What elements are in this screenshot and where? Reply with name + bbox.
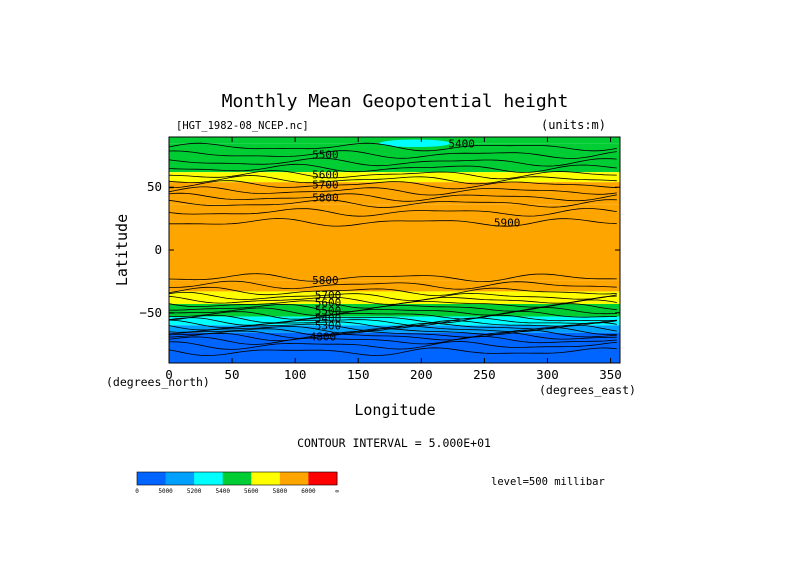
y-tick-label-2: −50	[139, 305, 162, 320]
height-region-0	[379, 139, 451, 148]
x-axis-label: Longitude	[354, 401, 435, 419]
contour-line-6	[169, 180, 617, 190]
contour-label-0: 5400	[448, 137, 475, 150]
contour-line-22	[169, 317, 617, 326]
contour-line-0	[169, 142, 617, 152]
contour-line-12	[169, 273, 617, 283]
height-band-0	[169, 137, 620, 144]
contour-label-7: 5700	[315, 289, 342, 302]
x-axis-ticks: 0 50 100 150 200 250 300 350	[165, 137, 622, 382]
x-tick-label-2: 100	[284, 367, 307, 382]
colorbar: 0 5000 5200 5400 5600 5800 6000 ∞	[135, 471, 339, 495]
contour-interval-text: CONTOUR INTERVAL = 5.000E+01	[297, 436, 491, 450]
contour-label-6: 5800	[312, 274, 339, 287]
contour-line-9	[169, 199, 617, 208]
height-band-3	[169, 182, 620, 205]
contour-line-15	[169, 292, 617, 302]
colorbar-label-5: 5800	[273, 488, 288, 495]
plot-area: 5400550056005700580059005800570056005500…	[168, 136, 621, 364]
contour-line-10	[169, 208, 617, 217]
y-axis-label: Latitude	[113, 214, 131, 286]
contour-line-30	[169, 341, 617, 350]
x-tick-label-4: 200	[410, 367, 433, 382]
colorbar-swatch-0	[137, 472, 167, 485]
contour-line-3	[169, 163, 617, 173]
contour-label-12: 4800	[310, 331, 337, 344]
contour-line-11	[169, 218, 617, 227]
chart-title: Monthly Mean Geopotential height	[222, 91, 569, 112]
contour-line-21	[169, 314, 617, 324]
height-band-6	[169, 291, 620, 304]
x-tick-label-3: 150	[347, 367, 370, 382]
colorbar-label-2: 5200	[187, 488, 202, 495]
units-label: (units:m)	[541, 118, 606, 132]
contour-line-31	[169, 347, 617, 357]
x-tick-label-7: 350	[599, 367, 622, 382]
colorbar-label-3: 5400	[215, 488, 230, 495]
y-tick-label-1: 0	[154, 242, 162, 257]
colorbar-swatch-5	[279, 472, 309, 485]
contour-line-19	[169, 307, 617, 316]
contour-line-29	[169, 336, 617, 345]
colorbar-label-0: 0	[135, 488, 139, 495]
contour-line-13	[169, 280, 617, 290]
height-band-4	[169, 204, 620, 281]
contour-line-28	[169, 332, 617, 342]
x-tick-label-1: 50	[225, 367, 240, 382]
height-region-2	[481, 214, 538, 235]
x-unit-label-east: (degrees_east)	[539, 383, 636, 397]
colorbar-label-4: 5600	[244, 488, 259, 495]
colorbar-label-7: ∞	[335, 488, 339, 495]
height-band-10	[169, 332, 620, 363]
contour-line-25	[169, 324, 617, 334]
contour-line-1	[169, 150, 617, 159]
contour-label-4: 5800	[312, 191, 339, 204]
contour-label-11: 5300	[315, 319, 342, 332]
contour-line-5	[169, 175, 617, 185]
contour-label-5: 5900	[494, 216, 521, 229]
contour-label-8: 5600	[315, 297, 342, 310]
x-unit-label: (degrees_north)	[106, 375, 210, 389]
x-tick-label-6: 300	[536, 367, 559, 382]
colorbar-swatch-4	[251, 472, 281, 485]
height-band-8	[169, 316, 620, 326]
contour-line-27	[169, 329, 617, 339]
contour-label-10: 5400	[315, 312, 342, 325]
contour-line-4	[169, 170, 617, 180]
contour-line-14	[169, 286, 617, 296]
contour-label-2: 5600	[312, 169, 339, 182]
contour-line-20	[169, 310, 617, 320]
level-text: level=500 millibar	[491, 476, 605, 488]
dataset-label: [HGT_1982-08_NCEP.nc]	[176, 120, 309, 132]
colorbar-swatch-6	[308, 472, 338, 485]
colorbar-swatch-2	[194, 472, 224, 485]
y-tick-label-0: 50	[147, 179, 162, 194]
colorbar-swatch-1	[165, 472, 195, 485]
contour-line-8	[169, 192, 617, 202]
colorbar-swatch-3	[222, 472, 252, 485]
x-tick-label-5: 250	[473, 367, 496, 382]
contour-line-16	[169, 295, 617, 305]
contour-label-9: 5500	[315, 304, 342, 317]
x-tick-label-0: 0	[165, 367, 173, 382]
contour-label-1: 5500	[312, 149, 339, 162]
height-band-5	[169, 280, 620, 292]
contour-line-2	[169, 157, 617, 167]
contour-label-3: 5700	[312, 179, 339, 192]
colorbar-label-6: 6000	[301, 488, 316, 495]
height-band-2	[169, 172, 620, 183]
y-axis-ticks: 50 0 −50	[139, 179, 620, 320]
colorbar-label-1: 5000	[158, 488, 173, 495]
contour-line-7	[169, 186, 617, 196]
height-region-1	[181, 154, 283, 170]
contour-line-26	[169, 327, 617, 337]
